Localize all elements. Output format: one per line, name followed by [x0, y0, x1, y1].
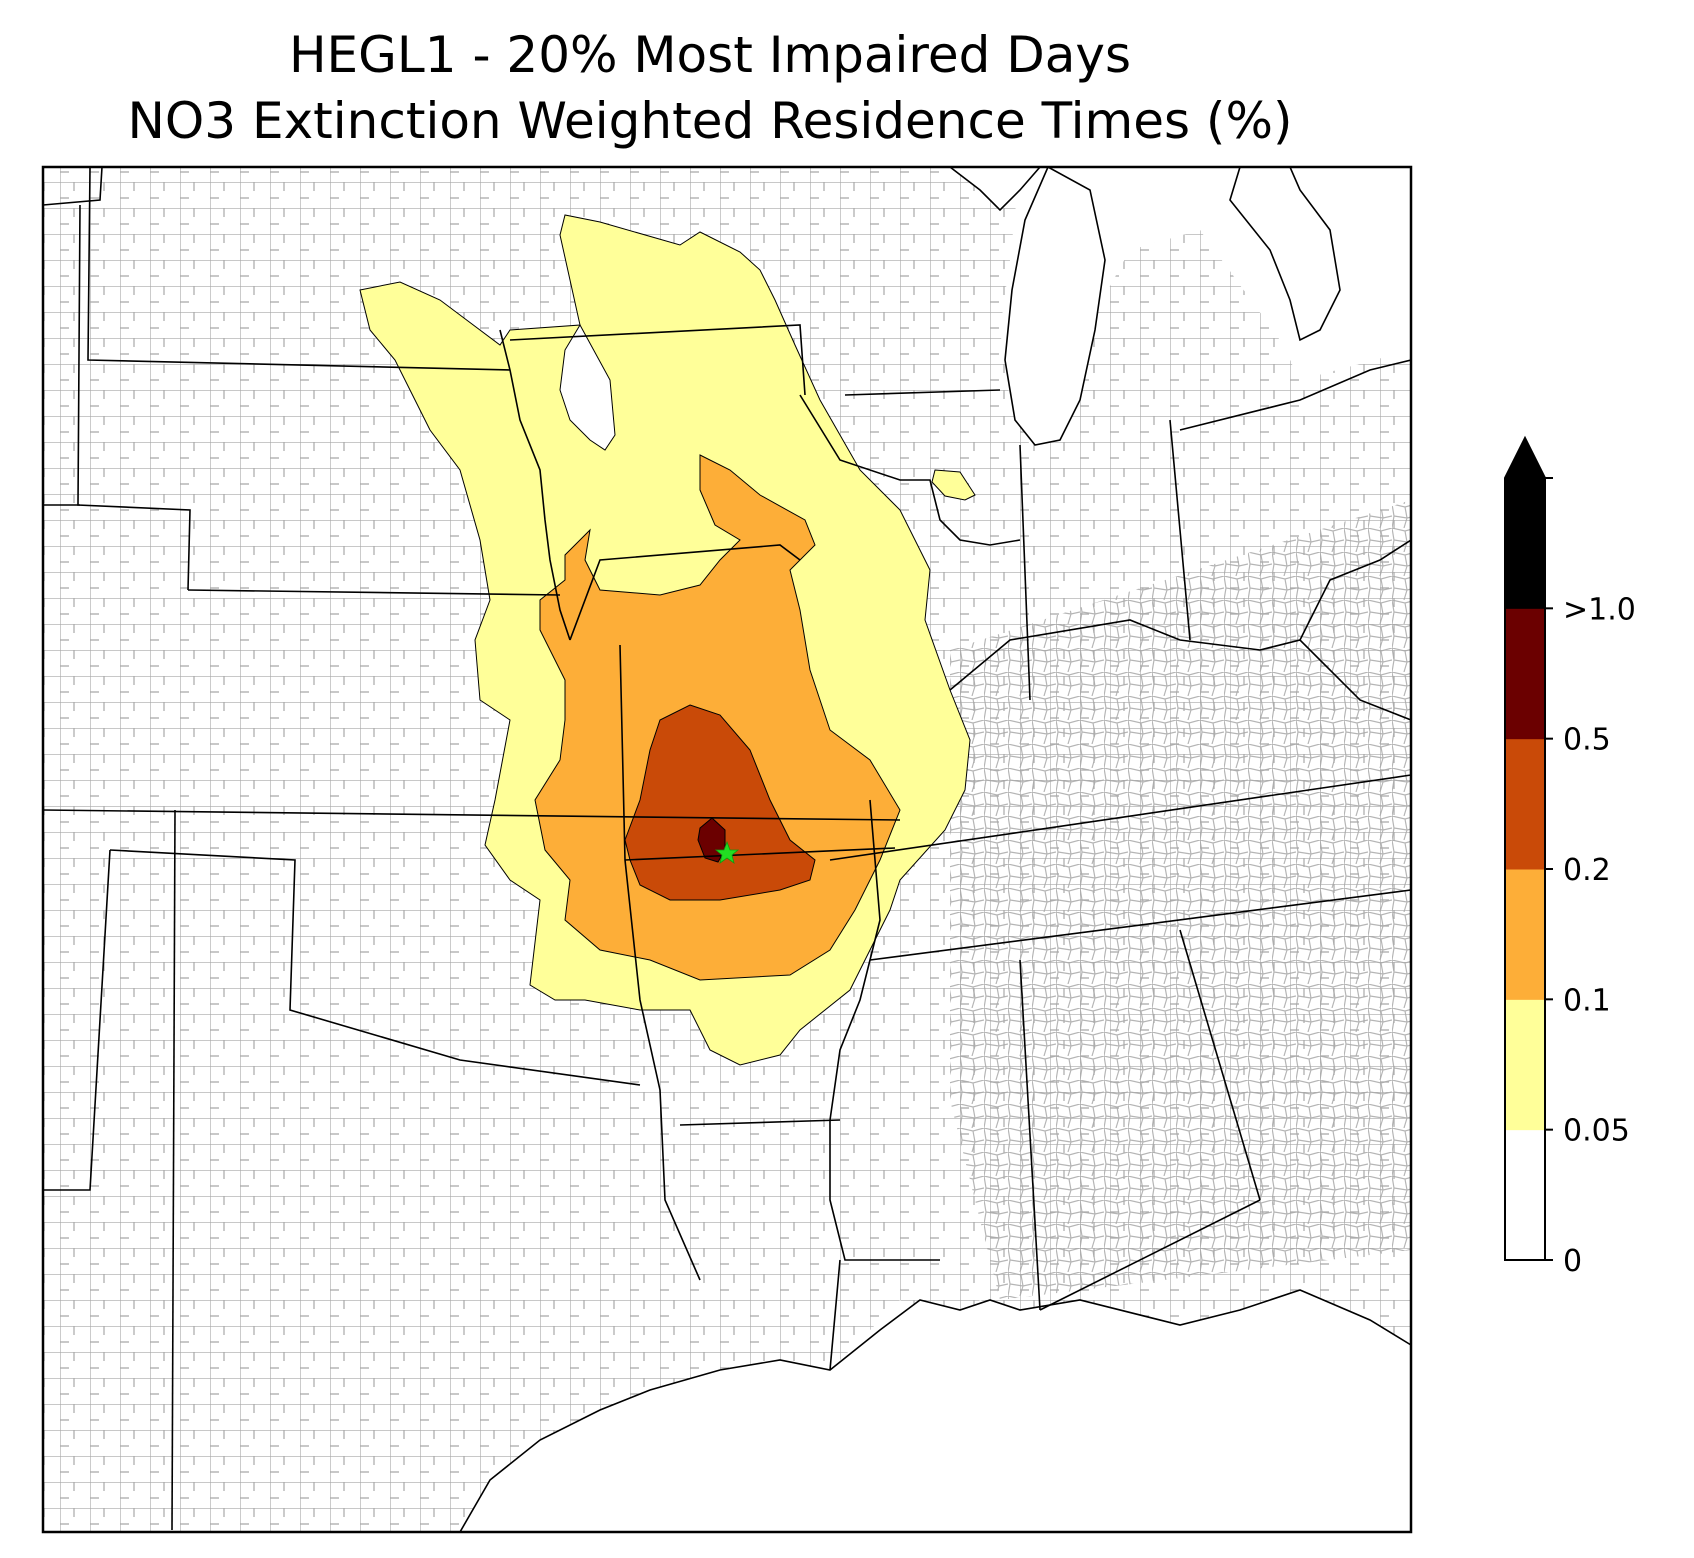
colorbar-tick-label: 0 — [1563, 1244, 1582, 1279]
colorbar-segment — [1505, 1129, 1545, 1261]
colorbar-segment — [1505, 999, 1545, 1131]
colorbar-outline — [1504, 435, 1546, 1261]
state-boundaries — [43, 167, 1411, 1531]
colorbar: 0 0.05 0.1 0.2 0.5 >1.0 — [1504, 435, 1636, 1279]
gulf-of-mexico — [459, 1289, 1411, 1532]
colorbar-tick-label: 0.2 — [1563, 853, 1611, 888]
colorbar-tick-label: 0.05 — [1563, 1114, 1630, 1149]
contour-0.2-0.5 — [624, 704, 816, 901]
lake-michigan — [1004, 167, 1106, 446]
colorbar-segment — [1505, 869, 1545, 1000]
lake-superior-edge — [948, 167, 1042, 212]
map-frame — [41, 165, 1413, 1534]
contour-gap — [559, 323, 616, 451]
colorbar-extend-arrow — [1505, 438, 1545, 478]
colorbar-segment — [1505, 608, 1545, 740]
contour-0.05-0.1-blob — [931, 469, 976, 501]
chart-title-line-1: HEGL1 - 20% Most Impaired Days — [288, 26, 1132, 84]
colorbar-tick-label: >1.0 — [1563, 592, 1636, 627]
colorbar-tick-label: 0.1 — [1563, 983, 1611, 1018]
colorbar-tick-label: 0.5 — [1563, 723, 1611, 758]
colorbar-segment — [1505, 478, 1545, 609]
chart-title-line-2: NO3 Extinction Weighted Residence Times … — [127, 92, 1293, 150]
land-counties-east — [950, 500, 1411, 1300]
receptor-site-marker — [714, 840, 740, 864]
lake-huron-edge — [1229, 167, 1341, 342]
colorbar-segment — [1505, 738, 1545, 870]
